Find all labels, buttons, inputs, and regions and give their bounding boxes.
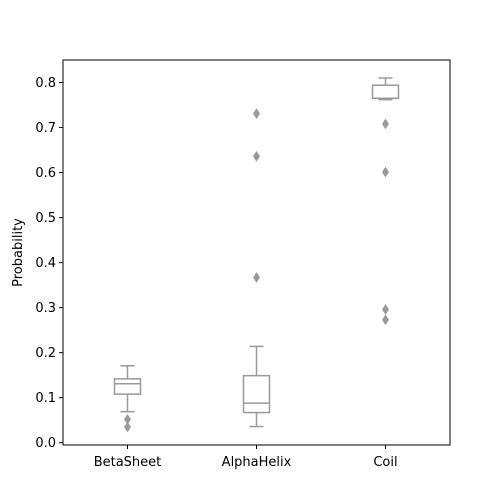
y-axis-ticks: 0.0 0.1 0.2 0.3 0.4 0.5 0.6 0.7 0.8 bbox=[35, 76, 63, 451]
y-tick-label: 0.4 bbox=[35, 256, 56, 271]
outlier-point bbox=[382, 166, 389, 178]
x-tick-label: BetaSheet bbox=[94, 455, 162, 470]
box-betasheet bbox=[113, 364, 142, 433]
outlier-point bbox=[253, 150, 260, 162]
y-tick-label: 0.6 bbox=[35, 166, 56, 181]
outlier-point bbox=[253, 272, 260, 283]
y-tick-label: 0.3 bbox=[35, 301, 56, 316]
y-tick-label: 0.7 bbox=[35, 121, 56, 136]
outlier-point bbox=[382, 303, 389, 315]
outlier-point bbox=[382, 118, 389, 130]
box-coil bbox=[371, 77, 400, 326]
box-iqr bbox=[113, 378, 142, 395]
outlier-point bbox=[382, 314, 389, 326]
y-tick-label: 0.2 bbox=[35, 346, 56, 361]
box-iqr bbox=[242, 374, 271, 414]
outlier-point bbox=[253, 108, 260, 120]
x-tick-label: AlphaHelix bbox=[222, 455, 292, 470]
outlier-point bbox=[124, 421, 131, 433]
x-tick-label: Coil bbox=[373, 455, 397, 470]
y-tick-label: 0.8 bbox=[35, 76, 56, 91]
y-tick-label: 0.0 bbox=[35, 436, 56, 451]
x-axis-ticks: BetaSheet AlphaHelix Coil bbox=[94, 445, 398, 470]
y-tick-label: 0.1 bbox=[35, 391, 56, 406]
y-axis-label: Probability bbox=[11, 218, 26, 287]
box-plot-series bbox=[113, 77, 400, 433]
box-iqr bbox=[371, 84, 400, 100]
box-alphahelix bbox=[242, 108, 271, 428]
plot-frame bbox=[62, 59, 451, 446]
y-tick-label: 0.5 bbox=[35, 211, 56, 226]
